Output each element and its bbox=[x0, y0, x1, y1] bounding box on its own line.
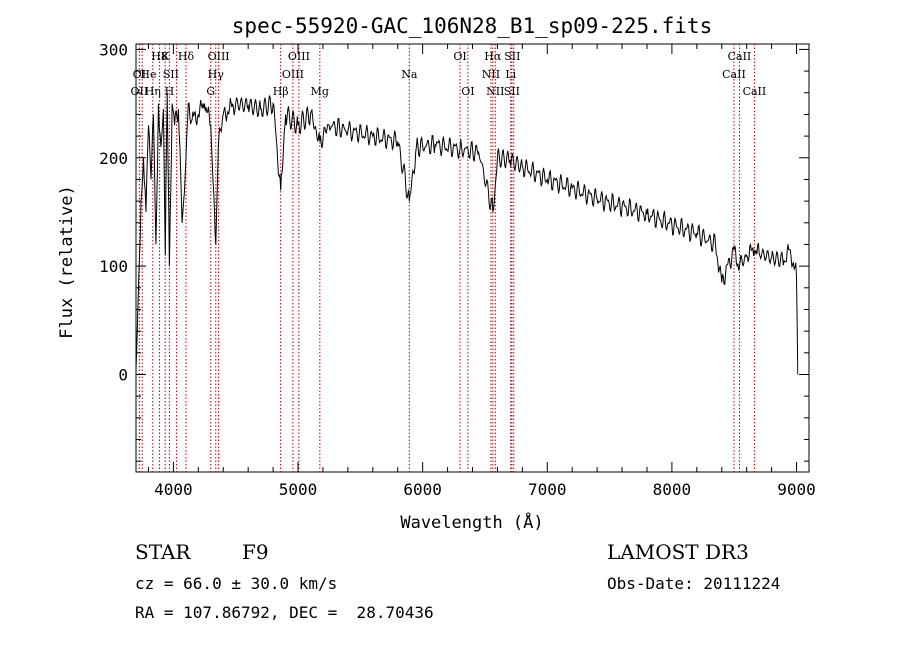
line-label: SII bbox=[504, 50, 520, 63]
survey-name: LAMOST DR3 bbox=[607, 540, 749, 564]
observation-date: Obs-Date: 20111224 bbox=[607, 574, 781, 593]
line-label: Hδ bbox=[178, 50, 195, 63]
y-axis-label: Flux (relative) bbox=[57, 185, 77, 339]
line-label: OI bbox=[453, 50, 466, 63]
line-label: H bbox=[165, 85, 175, 98]
line-label: Hγ bbox=[208, 68, 225, 81]
flux-series-line bbox=[136, 93, 798, 375]
line-label: He bbox=[140, 68, 156, 81]
line-label: OIII bbox=[282, 68, 304, 81]
line-label: OI bbox=[461, 85, 474, 98]
x-tick-label: 8000 bbox=[653, 480, 692, 499]
axis-ticks: 4000 5000 6000 7000 8000 9000 0 100 200 300 bbox=[99, 40, 816, 499]
line-label: K bbox=[161, 50, 170, 63]
y-tick-label: 200 bbox=[99, 149, 128, 168]
y-tick-label: 0 bbox=[118, 365, 128, 384]
line-label: OIII bbox=[288, 50, 310, 63]
line-label: NII bbox=[486, 85, 504, 98]
line-label: SII bbox=[504, 85, 520, 98]
line-label: Hα bbox=[484, 50, 502, 63]
line-label: SII bbox=[163, 68, 179, 81]
line-label: CaII bbox=[722, 68, 746, 81]
chart-title: spec-55920-GAC_106N28_B1_sp09-225.fits bbox=[232, 14, 712, 38]
x-tick-label: 4000 bbox=[154, 480, 193, 499]
x-axis-label: Wavelength (Å) bbox=[400, 511, 543, 533]
coordinates-info: RA = 107.86792, DEC = 28.70436 bbox=[135, 603, 434, 622]
line-label: Hβ bbox=[273, 85, 289, 98]
line-label: H8 bbox=[151, 50, 168, 63]
line-label: Hη bbox=[145, 85, 161, 98]
line-label: CaII bbox=[743, 85, 767, 98]
line-label: Na bbox=[401, 68, 418, 81]
line-label: OIII bbox=[208, 50, 230, 63]
line-label: G bbox=[206, 85, 215, 98]
x-tick-label: 5000 bbox=[279, 480, 318, 499]
line-label: NII bbox=[482, 68, 500, 81]
redshift-info: cz = 66.0 ± 30.0 km/s bbox=[135, 574, 338, 593]
x-tick-label: 9000 bbox=[777, 480, 816, 499]
line-label: OII bbox=[131, 85, 149, 98]
line-label: CaII bbox=[728, 50, 752, 63]
y-tick-label: 300 bbox=[99, 40, 128, 59]
spectral-subclass: F9 bbox=[242, 540, 269, 564]
x-tick-label: 6000 bbox=[403, 480, 442, 499]
object-type: STAR bbox=[135, 540, 191, 564]
spectral-line-markers bbox=[138, 44, 755, 472]
plot-frame bbox=[135, 43, 810, 473]
y-tick-label: 100 bbox=[99, 257, 128, 276]
line-label: Mg bbox=[311, 85, 329, 98]
line-label: Li bbox=[505, 68, 516, 81]
x-tick-label: 7000 bbox=[528, 480, 567, 499]
